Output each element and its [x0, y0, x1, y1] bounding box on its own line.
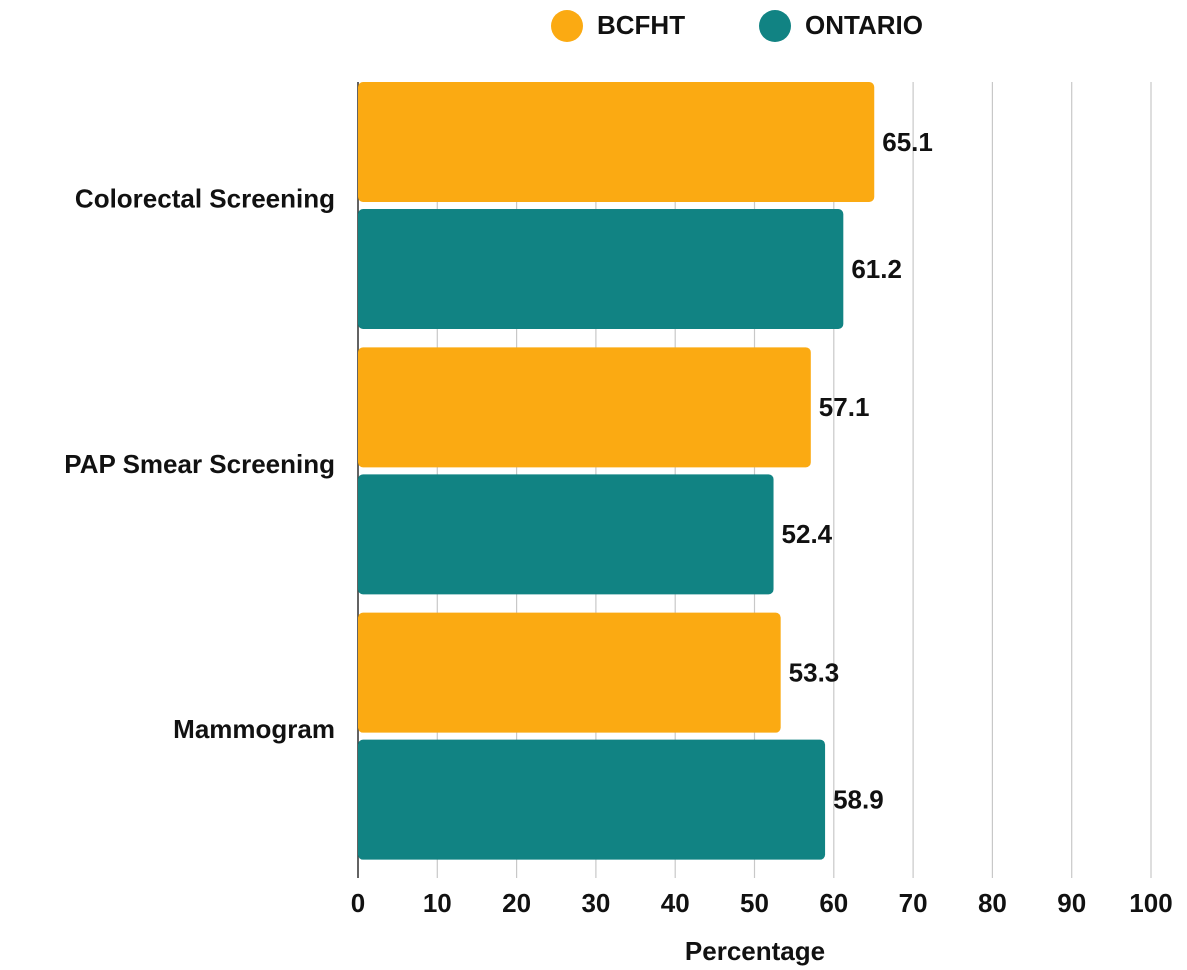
bar — [358, 739, 826, 860]
value-label: 61.2 — [851, 254, 902, 284]
x-tick-label: 20 — [502, 888, 531, 918]
value-label: 53.3 — [789, 658, 840, 688]
legend-swatch — [759, 10, 791, 42]
bar — [358, 347, 811, 468]
legend-label: ONTARIO — [805, 10, 923, 40]
legend-swatch — [551, 10, 583, 42]
x-tick-label: 60 — [819, 888, 848, 918]
x-tick-label: 30 — [581, 888, 610, 918]
category-label: PAP Smear Screening — [64, 449, 335, 479]
x-tick-label: 80 — [978, 888, 1007, 918]
bar — [358, 474, 774, 595]
x-tick-label: 50 — [740, 888, 769, 918]
category-label: Mammogram — [173, 714, 335, 744]
value-label: 65.1 — [882, 127, 933, 157]
value-label: 57.1 — [819, 392, 870, 422]
value-label: 52.4 — [782, 519, 833, 549]
x-axis-label: Percentage — [685, 936, 825, 966]
x-tick-label: 40 — [661, 888, 690, 918]
value-label: 58.9 — [833, 785, 884, 815]
bar — [358, 82, 875, 202]
x-tick-label: 90 — [1057, 888, 1086, 918]
x-tick-label: 10 — [423, 888, 452, 918]
x-tick-label: 100 — [1129, 888, 1172, 918]
x-tick-label: 70 — [899, 888, 928, 918]
bar — [358, 612, 781, 733]
x-tick-label: 0 — [351, 888, 365, 918]
bar — [358, 209, 844, 329]
legend-label: BCFHT — [597, 10, 685, 40]
category-label: Colorectal Screening — [75, 184, 335, 214]
